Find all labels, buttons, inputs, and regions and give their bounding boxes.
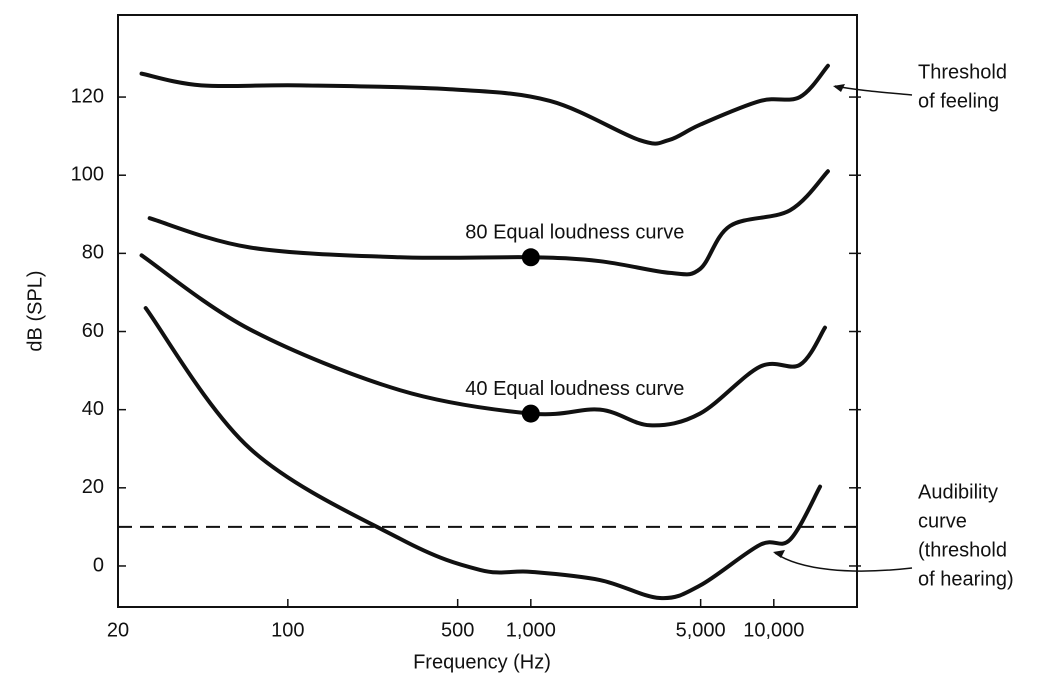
annotation-text: Audibility [918,481,998,503]
y-tick-label: 120 [71,85,104,107]
point-marker [521,248,540,267]
annotation-text: curve [918,510,967,532]
arrow-head [833,84,845,92]
plot-frame [117,14,858,608]
annotation-text: of feeling [918,90,999,112]
y-tick-label: 60 [82,320,104,342]
curve [143,306,823,601]
y-tick-label: 100 [71,163,104,185]
point-marker [521,404,540,423]
x-tick-label: 100 [271,619,304,641]
x-tick-label: 5,000 [676,619,726,641]
annotation-text: (threshold [918,539,1007,561]
curve [139,63,830,146]
annotation-text: of hearing) [918,568,1014,590]
y-axis-label: dB (SPL) [24,270,46,351]
point-label: 80 Equal loudness curve [465,222,684,244]
x-tick-label: 500 [441,619,474,641]
curve [147,169,830,277]
x-tick-label: 1,000 [506,619,556,641]
y-tick-label: 20 [82,476,104,498]
curve [139,253,827,428]
y-tick-label: 0 [93,554,104,576]
y-tick-label: 40 [82,398,104,420]
x-tick-label: 20 [107,619,129,641]
annotation-text: Threshold [918,61,1007,83]
annotation-arrow [834,85,913,96]
x-axis-label: Frequency (Hz) [413,651,551,673]
point-label: 40 Equal loudness curve [465,378,684,400]
annotation-arrow [774,552,913,572]
y-tick-label: 80 [82,242,104,264]
arrow-head [773,550,785,558]
x-tick-label: 10,000 [743,619,804,641]
